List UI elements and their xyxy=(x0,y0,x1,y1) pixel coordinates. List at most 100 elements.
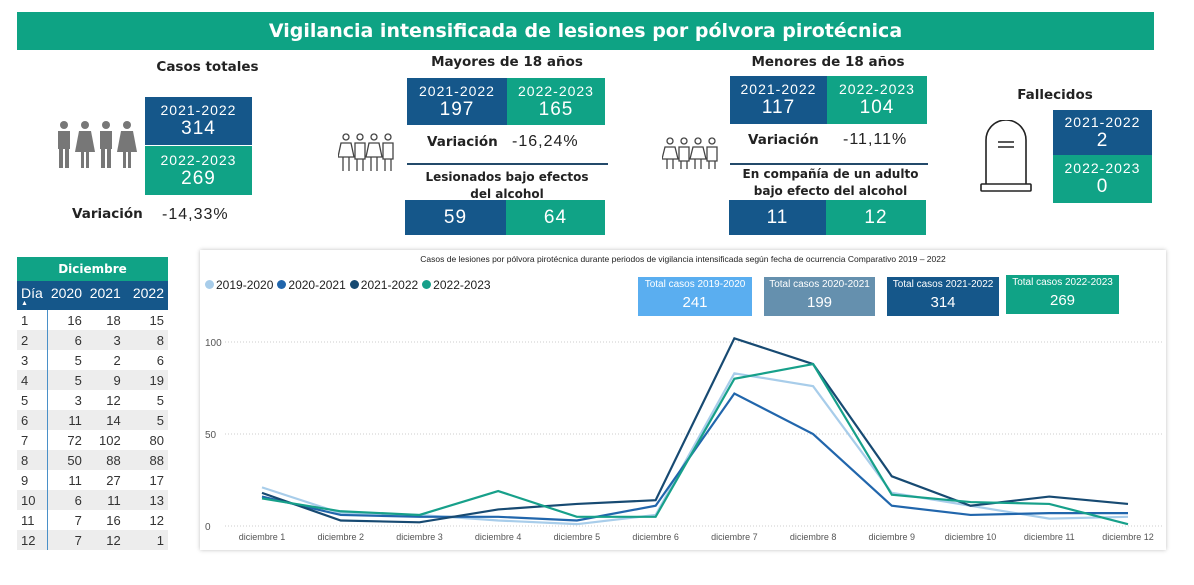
total-value: 199 xyxy=(806,294,833,311)
menores-2022-box: 2022-2023 104 xyxy=(827,76,927,124)
table-cell: 13 xyxy=(124,490,168,510)
table-cell: 80 xyxy=(149,432,164,448)
table-cell: 6 xyxy=(17,410,48,430)
adult-alcohol-label: En compañía de un adulto bajo efecto del… xyxy=(742,167,919,198)
total-card: Total casos 2020-2021 199 xyxy=(764,277,875,316)
col-2021[interactable]: 2021 xyxy=(89,285,121,301)
table-cell: 11 xyxy=(68,472,82,488)
y-tick-label: 50 xyxy=(205,430,217,441)
table-cell: 88 xyxy=(124,450,168,470)
table-cell: 9 xyxy=(85,370,125,390)
total-label: Total casos 2021-2022 xyxy=(892,279,994,290)
table-cell: 15 xyxy=(149,312,164,328)
value: 11 xyxy=(766,206,789,228)
legend-item[interactable]: 2019-2020 xyxy=(205,278,273,292)
legend-item[interactable]: 2021-2022 xyxy=(349,278,418,292)
total-label: Total casos 2022-2023 xyxy=(1012,277,1113,288)
table-cell: 8 xyxy=(17,450,48,470)
table-cell: 9 xyxy=(17,470,48,490)
legend-dot-icon xyxy=(422,280,432,289)
table-cell: 11 xyxy=(47,410,86,430)
menores-title: Menores de 18 años xyxy=(751,54,905,70)
table-cell: 14 xyxy=(85,410,125,430)
legend-item[interactable]: 2020-2021 xyxy=(277,278,346,292)
table-cell: 50 xyxy=(47,450,86,470)
table-cell: 5 xyxy=(156,392,164,408)
sort-asc-icon[interactable]: ▲ xyxy=(21,300,28,307)
table-cell: 3 xyxy=(74,392,82,408)
year-label: 2021-2022 xyxy=(160,102,237,118)
table-cell: 6 xyxy=(47,330,86,350)
x-tick-label: diciembre 2 xyxy=(317,532,364,542)
table-cell: 27 xyxy=(106,472,121,488)
table-row: 1 16 18 15 xyxy=(17,310,168,330)
table-cell: 11 xyxy=(85,490,125,510)
totales-2021-box: 2021-2022 314 xyxy=(145,97,252,145)
year-label: 2022-2023 xyxy=(518,82,594,99)
series-line-2021-2022[interactable] xyxy=(261,336,1129,524)
total-label: Total casos 2020-2021 xyxy=(769,279,870,290)
table-cell: 5 xyxy=(47,370,86,390)
x-tick-label: diciembre 12 xyxy=(1102,532,1154,542)
table-cell: 18 xyxy=(106,312,121,328)
table-cell: 11 xyxy=(17,510,48,530)
table-cell: 6 xyxy=(47,490,86,510)
col-dia[interactable]: Día ▲ xyxy=(17,281,47,310)
totales-title: Casos totales xyxy=(156,59,259,75)
year-label: 2021-2022 xyxy=(1064,113,1141,130)
legend-item[interactable]: 2022-2023 xyxy=(422,278,491,292)
table-row: 10 6 11 13 xyxy=(17,490,168,510)
totales-2022-box: 2022-2023 269 xyxy=(145,146,252,195)
x-tick-label: diciembre 3 xyxy=(396,532,443,542)
series-line-2022-2023[interactable] xyxy=(261,362,1129,526)
legend-label: 2022-2023 xyxy=(433,278,491,292)
table-row: 7 72 102 80 xyxy=(17,430,168,450)
people-icon xyxy=(58,121,137,168)
variation-value: -16,24% xyxy=(512,133,579,150)
table-row: 9 11 27 17 xyxy=(17,470,168,490)
variation-label: Variación xyxy=(748,132,819,148)
table-cell: 2 xyxy=(113,352,121,368)
variation-value: -11,11% xyxy=(843,131,908,148)
table-cell: 3 xyxy=(85,330,125,350)
legend-dot-icon xyxy=(277,280,287,289)
col-2020[interactable]: 2020 xyxy=(50,285,82,301)
header-label: Día xyxy=(21,285,43,301)
menores-2021-box: 2021-2022 117 xyxy=(730,76,827,124)
table-cell: 72 xyxy=(67,432,82,448)
table-cell: 3 xyxy=(17,350,48,370)
table-cell: 5 xyxy=(17,390,48,410)
value: 104 xyxy=(859,97,895,118)
year-label: 2021-2022 xyxy=(740,81,817,97)
legend: 2019-2020 2020-2021 2021-2022 2022-2023 xyxy=(205,278,491,292)
menores-alcohol-2021: 11 xyxy=(729,200,826,235)
x-tick-label: diciembre 9 xyxy=(869,532,916,542)
table-cell: 5 xyxy=(124,410,168,430)
value: 64 xyxy=(543,206,568,228)
mayores-alcohol-2021: 59 xyxy=(405,200,506,235)
table-cell: 19 xyxy=(124,370,168,390)
table-cell: 16 xyxy=(67,312,82,328)
daily-table: Diciembre Día ▲ 2020 2021 2022 1 16 18 15 2 6 3… xyxy=(17,257,168,550)
total-card: Total casos 2021-2022 314 xyxy=(887,277,999,316)
alcohol-label: Lesionados bajo efectos del alcohol xyxy=(425,170,589,201)
table-cell: 10 xyxy=(17,490,48,510)
line-chart: 0 50 100 diciembre 1 diciembre 2 diciembre 3 d… xyxy=(205,336,1162,542)
value: 197 xyxy=(439,98,475,120)
table-cell: 8 xyxy=(124,330,168,350)
total-value: 269 xyxy=(1049,292,1076,309)
value: 2 xyxy=(1096,129,1109,151)
total-value: 241 xyxy=(682,294,708,311)
total-card: Total casos 2022-2023 269 xyxy=(1006,275,1119,314)
table-row: 3 5 2 6 xyxy=(17,350,168,370)
table-group-header: Diciembre xyxy=(17,257,168,281)
year-label: 2022-2023 xyxy=(160,151,237,168)
variation-value: -14,33% xyxy=(162,206,229,223)
table-row: 11 7 16 12 xyxy=(17,510,168,530)
table-cell: 12 xyxy=(85,530,125,550)
legend-dot-icon xyxy=(205,280,214,289)
mayores-title: Mayores de 18 años xyxy=(431,54,583,70)
x-tick-label: diciembre 1 xyxy=(239,532,286,542)
col-2022[interactable]: 2022 xyxy=(132,285,164,301)
table-cell: 1 xyxy=(17,310,48,330)
